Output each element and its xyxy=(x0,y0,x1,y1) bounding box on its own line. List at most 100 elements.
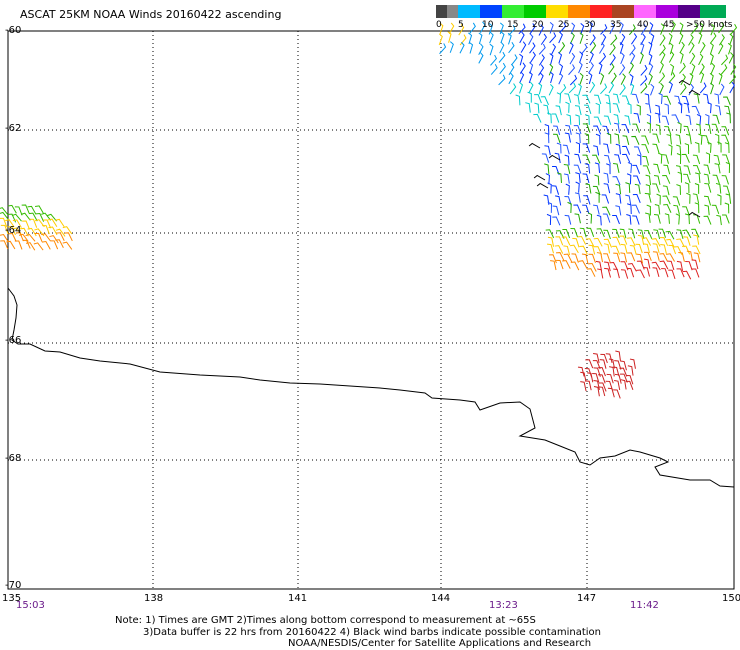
wind-barb xyxy=(666,238,675,248)
wind-barb xyxy=(666,253,675,262)
wind-barb xyxy=(613,162,620,173)
wind-barb xyxy=(564,154,570,166)
wind-barb xyxy=(609,54,616,66)
wind-barb xyxy=(549,22,554,34)
wind-barb xyxy=(681,245,691,255)
wind-barb xyxy=(499,62,506,74)
wind-barb xyxy=(658,92,663,104)
wind-barb xyxy=(610,34,618,46)
wind-barb xyxy=(692,165,701,175)
wind-barb xyxy=(549,71,554,84)
wind-barb xyxy=(600,33,607,46)
wind-barb xyxy=(5,219,15,228)
wind-barb xyxy=(548,83,554,96)
wind-barb xyxy=(22,220,30,230)
wind-barb xyxy=(598,382,607,392)
wind-barb xyxy=(529,42,536,54)
wind-barb xyxy=(541,153,550,163)
wind-barb xyxy=(678,79,691,86)
wind-barb xyxy=(680,73,686,86)
wind-barb xyxy=(448,22,455,35)
wind-barb xyxy=(528,81,534,94)
wind-barb xyxy=(629,245,637,255)
wind-barb xyxy=(631,204,640,214)
wind-barb xyxy=(7,226,16,236)
wind-barb xyxy=(595,260,603,272)
wind-barb xyxy=(670,63,675,76)
wind-barb xyxy=(582,143,591,153)
wind-barb xyxy=(48,218,58,227)
wind-barb xyxy=(694,141,700,153)
wind-barb xyxy=(507,32,512,45)
wind-barb xyxy=(627,161,633,174)
wind-barb xyxy=(564,132,571,143)
wind-barb xyxy=(35,213,45,222)
wind-barb xyxy=(547,182,552,194)
wind-barb xyxy=(679,62,686,74)
wind-barb xyxy=(578,61,583,74)
wind-barb xyxy=(691,259,699,270)
wind-barb xyxy=(699,82,707,94)
wind-barb xyxy=(33,242,44,251)
wind-barb xyxy=(679,41,685,54)
wind-barb xyxy=(659,260,669,270)
wind-barb xyxy=(14,206,23,216)
wind-barb xyxy=(644,229,653,240)
wind-barb xyxy=(620,252,628,263)
wind-barb xyxy=(677,102,683,114)
wind-barb xyxy=(609,261,619,271)
wind-barb xyxy=(629,44,636,56)
wind-barb xyxy=(604,154,611,165)
wind-barb xyxy=(688,34,694,46)
wind-barb xyxy=(550,43,557,56)
wind-barb xyxy=(35,219,45,228)
wind-barb xyxy=(579,227,587,238)
wind-barb xyxy=(580,381,587,392)
legend-tick-label: 15 xyxy=(507,20,519,30)
wind-barb xyxy=(612,228,620,239)
legend-swatch xyxy=(502,5,524,18)
wind-barb xyxy=(725,161,731,173)
wind-barb xyxy=(612,236,621,246)
wind-barb xyxy=(613,268,620,279)
wind-barb xyxy=(620,373,628,383)
wind-barb xyxy=(603,253,611,263)
wind-barb xyxy=(515,94,521,106)
wind-barb xyxy=(551,185,560,195)
wind-barb xyxy=(729,33,734,46)
wind-barb xyxy=(652,143,660,154)
wind-barb xyxy=(593,246,603,255)
wind-barb xyxy=(580,371,587,382)
wind-barb xyxy=(721,175,729,185)
wind-barb xyxy=(574,105,582,116)
wind-barb xyxy=(602,206,611,216)
wind-barb xyxy=(718,72,723,85)
wind-barb xyxy=(586,227,595,238)
wind-barb xyxy=(660,243,667,254)
wind-barb xyxy=(714,133,720,145)
wind-barb xyxy=(533,174,546,181)
wind-barb xyxy=(567,201,572,214)
wind-barb xyxy=(599,359,607,369)
wind-barb xyxy=(563,253,573,263)
wind-barb xyxy=(679,51,684,64)
wind-barb xyxy=(705,123,712,135)
wind-barb xyxy=(563,163,571,174)
wind-barb xyxy=(604,267,612,278)
wind-barb xyxy=(558,72,564,85)
antarctic-coastline xyxy=(7,287,735,488)
wind-barb xyxy=(587,212,593,224)
wind-barb xyxy=(620,269,629,279)
wind-barb xyxy=(564,196,572,206)
wind-barb xyxy=(692,193,700,204)
wind-barb xyxy=(562,260,571,269)
legend-swatch xyxy=(447,5,458,18)
wind-barb xyxy=(563,173,570,184)
wind-barb xyxy=(645,184,651,195)
wind-barb xyxy=(639,52,644,64)
wind-barb xyxy=(62,241,73,250)
wind-barb xyxy=(600,353,608,364)
wind-barb xyxy=(549,254,557,264)
wind-barb xyxy=(594,174,600,186)
wind-barb xyxy=(683,125,691,136)
